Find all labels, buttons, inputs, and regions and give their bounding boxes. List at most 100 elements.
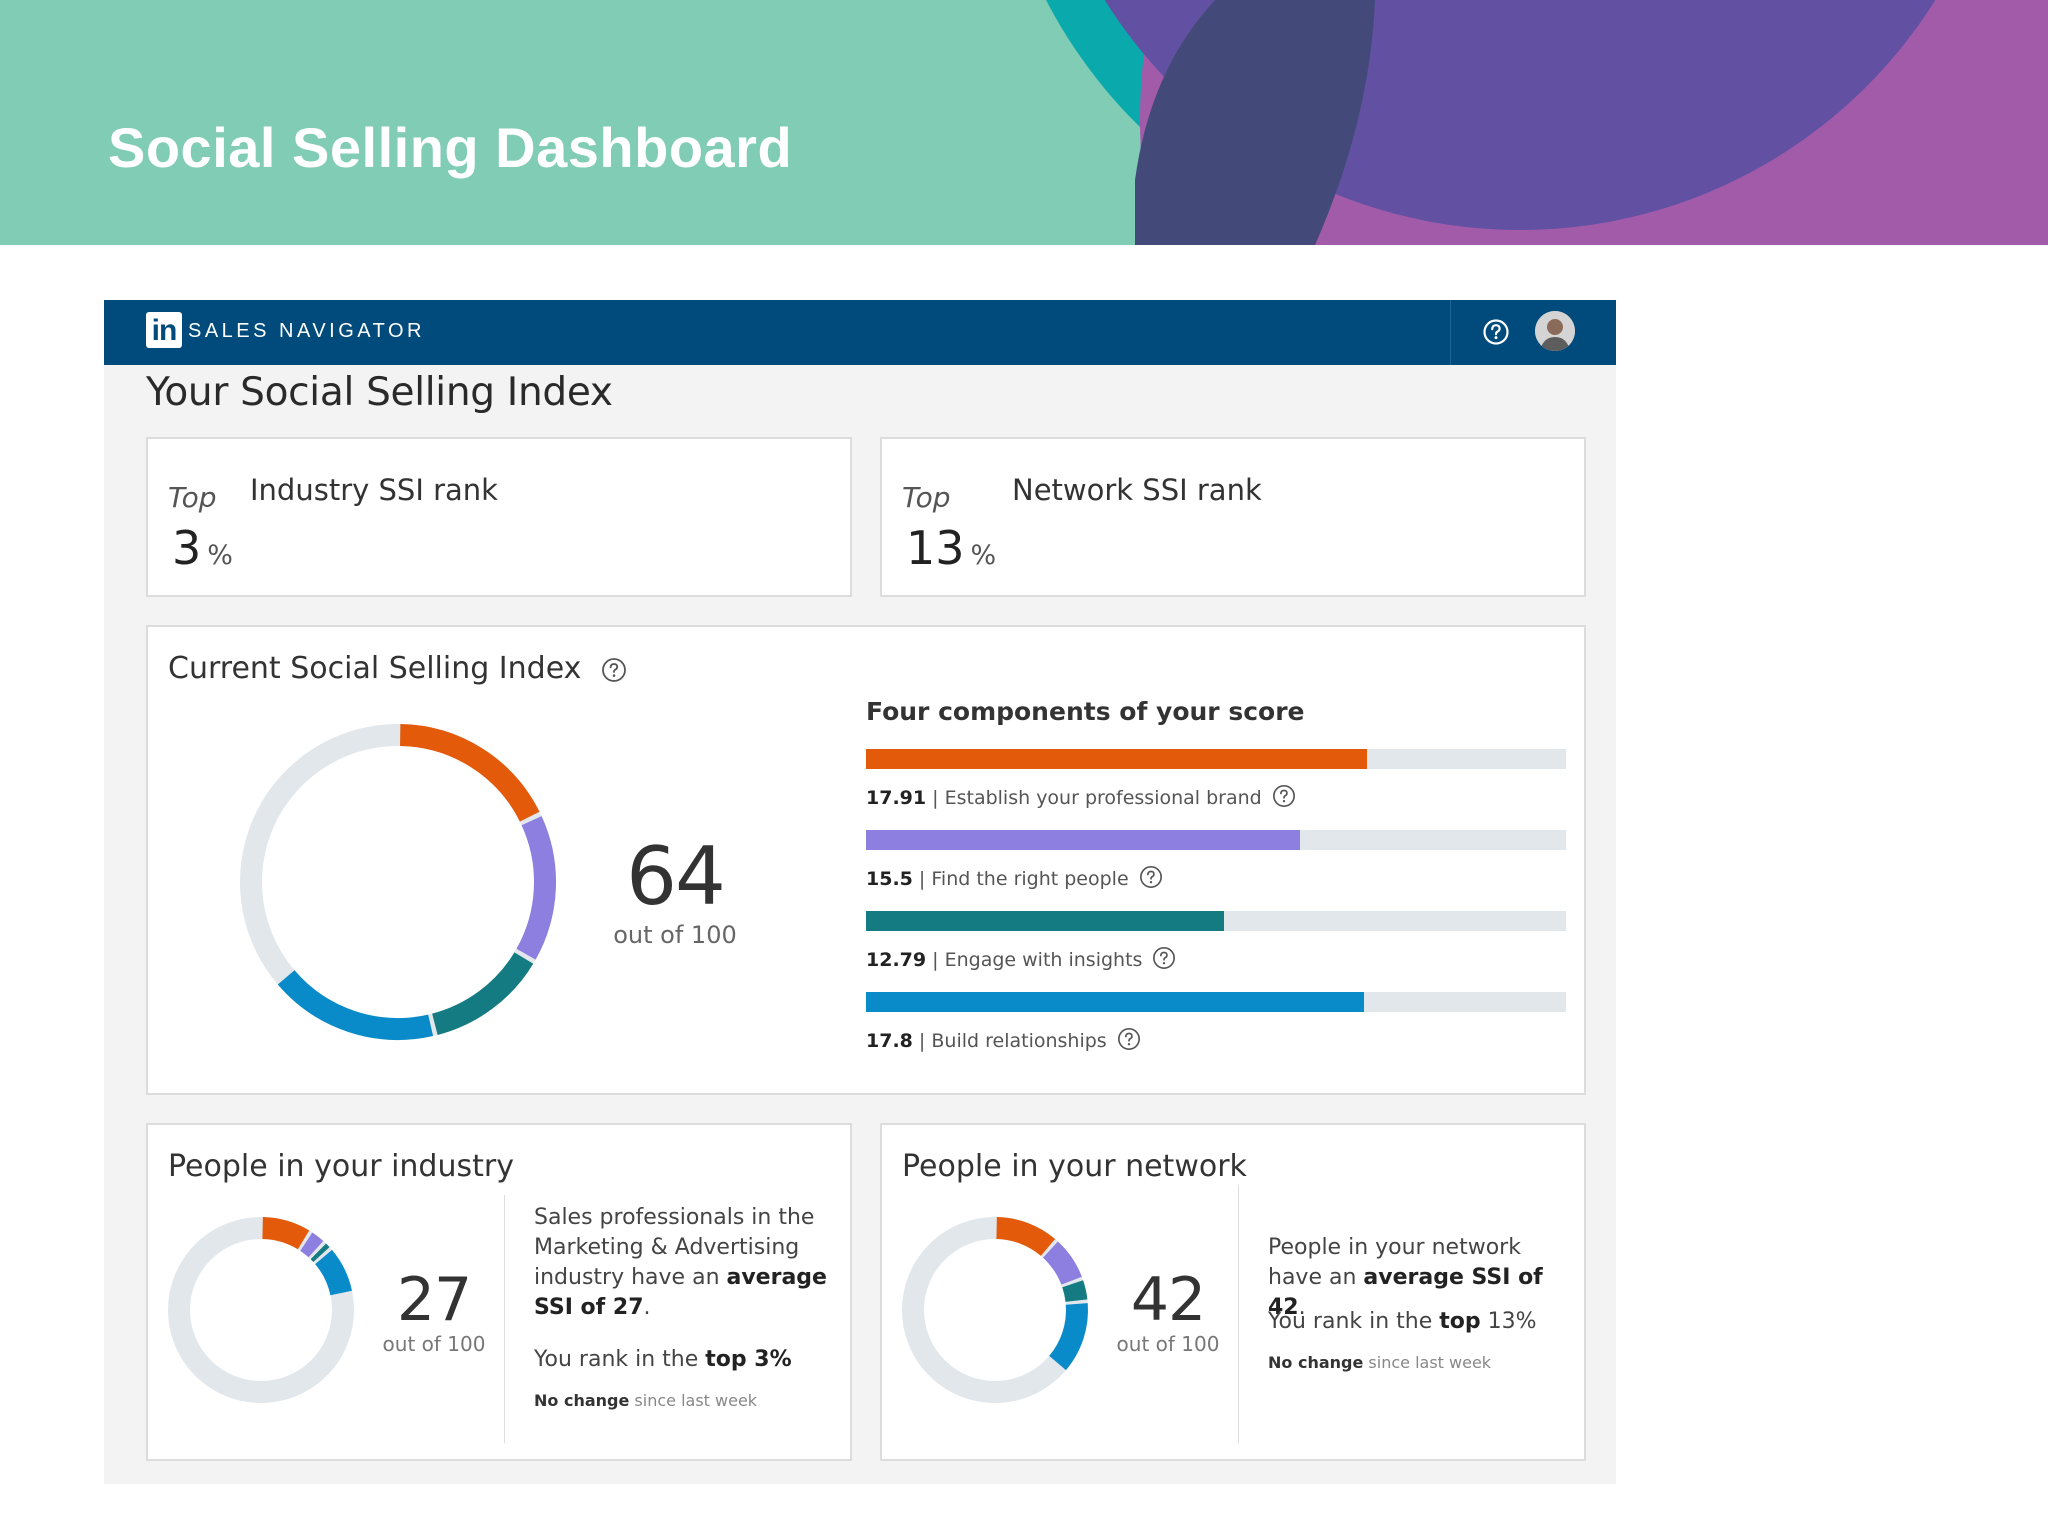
industry-description: Sales professionals in the Marketing & A… [534,1203,839,1323]
ssi-donut-chart [240,724,556,1040]
network-donut-segment-4 [1048,1303,1088,1371]
components-title: Four components of your score [866,697,1305,726]
component-label: 17.8 | Build relationships [866,1027,1141,1052]
top-navigation-bar: in SALES NAVIGATOR [104,300,1616,365]
network-change-text: No change since last week [1268,1353,1491,1372]
component-value: 17.91 [866,787,927,809]
industry-rank-text: You rank in the top 3% [534,1347,792,1372]
slide-title: Social Selling Dashboard [108,116,793,179]
component-separator: | [912,1030,932,1052]
network-desc-avg: average SSI of 42 [1268,1265,1543,1320]
ssi-donut-segment-1 [399,724,540,822]
component-value: 15.5 [866,868,913,890]
banner-decoration [0,0,2048,245]
network-donut-segment-3 [1062,1280,1088,1303]
component-bar-track [866,830,1566,850]
network-card-divider [1238,1185,1239,1443]
industry-donut-segment-4 [314,1249,352,1296]
network-rank-value: 13 [906,521,965,575]
user-avatar[interactable] [1535,311,1575,351]
component-bar-track [866,911,1566,931]
industry-desc-text: Sales professionals in the Marketing & A… [534,1205,815,1290]
network-rank-prefix: You rank in the [1268,1309,1440,1334]
industry-score: 27 [396,1265,472,1335]
network-desc-text: People in your network have an [1268,1235,1521,1290]
network-rank-unit: % [970,540,997,571]
component-bar-fill [866,749,1368,769]
component-help-icon[interactable] [1139,865,1163,889]
component-separator: | [912,868,932,890]
industry-change-text: No change since last week [534,1391,757,1410]
page-title: Your Social Selling Index [146,370,613,415]
network-change-bold: No change [1268,1353,1364,1372]
industry-change-bold: No change [534,1391,630,1410]
current-ssi-card: Current Social Selling Index 64 out of 1… [146,625,1586,1095]
ssi-donut-segment-4 [277,970,434,1040]
network-score: 42 [1130,1265,1206,1335]
network-people-card: People in your network 42 out of 100 Peo… [880,1123,1586,1461]
network-people-heading: People in your network [902,1149,1247,1184]
component-name: Find the right people [931,868,1129,890]
ssi-help-icon[interactable] [601,657,627,683]
network-rank-card: Top Network SSI rank 13% [880,437,1586,597]
component-help-icon[interactable] [1152,946,1176,970]
network-rank-suffix: 13% [1480,1309,1537,1334]
component-label: 17.91 | Establish your professional bran… [866,784,1296,809]
ssi-out-of: out of 100 [613,921,737,949]
product-name[interactable]: SALES NAVIGATOR [188,320,426,342]
component-name: Engage with insights [944,949,1143,971]
current-ssi-heading-row: Current Social Selling Index [168,651,627,686]
component-bar-fill [866,830,1300,850]
component-value: 12.79 [866,949,927,971]
industry-donut-segment-2 [300,1232,324,1258]
network-rank-value-wrap: 13% [906,521,996,575]
industry-rank-value: 3 [172,521,202,575]
component-help-icon[interactable] [1117,1027,1141,1051]
ssi-donut-segment-2 [516,816,556,960]
sales-navigator-window: in SALES NAVIGATOR Your Social Selling I… [104,300,1616,1484]
current-ssi-heading: Current Social Selling Index [168,651,582,686]
industry-desc-end: . [643,1295,651,1320]
industry-rank-value-wrap: 3% [172,521,233,575]
industry-rank-prefix: You rank in the [534,1347,706,1372]
component-bar-track [866,992,1566,1012]
industry-rank-top-label: Top [168,481,217,514]
network-rank-bold: top [1439,1309,1481,1334]
industry-card-divider [504,1195,505,1443]
industry-donut-segment-3 [310,1243,330,1263]
component-label: 12.79 | Engage with insights [866,946,1176,971]
component-bar-track [866,749,1566,769]
network-change-rest: since last week [1363,1353,1492,1372]
industry-rank-bold: top 3% [705,1347,792,1372]
industry-people-card: People in your industry 27 out of 100 Sa… [146,1123,852,1461]
industry-people-heading: People in your industry [168,1149,514,1184]
component-label: 15.5 | Find the right people [866,865,1163,890]
network-out-of: out of 100 [1116,1332,1220,1356]
network-rank-title: Network SSI rank [1012,473,1262,507]
ssi-score: 64 [626,830,726,923]
industry-donut-track [168,1217,354,1403]
industry-donut-segment-1 [261,1217,310,1250]
component-value: 17.8 [866,1030,913,1052]
network-donut-segment-1 [996,1217,1056,1257]
industry-desc-avg: average SSI of 27 [534,1265,827,1320]
network-description: People in your network have an average S… [1268,1233,1573,1323]
industry-out-of: out of 100 [382,1332,486,1356]
industry-rank-unit: % [207,540,233,571]
ssi-donut-segment-3 [431,952,534,1035]
component-help-icon[interactable] [1272,784,1296,808]
topbar-divider [1450,300,1451,365]
network-donut-chart [902,1217,1088,1403]
network-desc-end: . [1298,1295,1306,1320]
component-separator: | [926,949,945,971]
component-name: Establish your professional brand [944,787,1262,809]
linkedin-logo[interactable]: in [146,312,182,348]
network-donut-segment-2 [1042,1241,1082,1285]
industry-change-rest: since last week [629,1391,758,1410]
industry-rank-title: Industry SSI rank [250,473,498,507]
component-name: Build relationships [931,1030,1107,1052]
industry-rank-card: Top Industry SSI rank 3% [146,437,852,597]
help-icon[interactable] [1478,314,1514,350]
industry-donut-chart [168,1217,354,1403]
component-bar-fill [866,911,1225,931]
